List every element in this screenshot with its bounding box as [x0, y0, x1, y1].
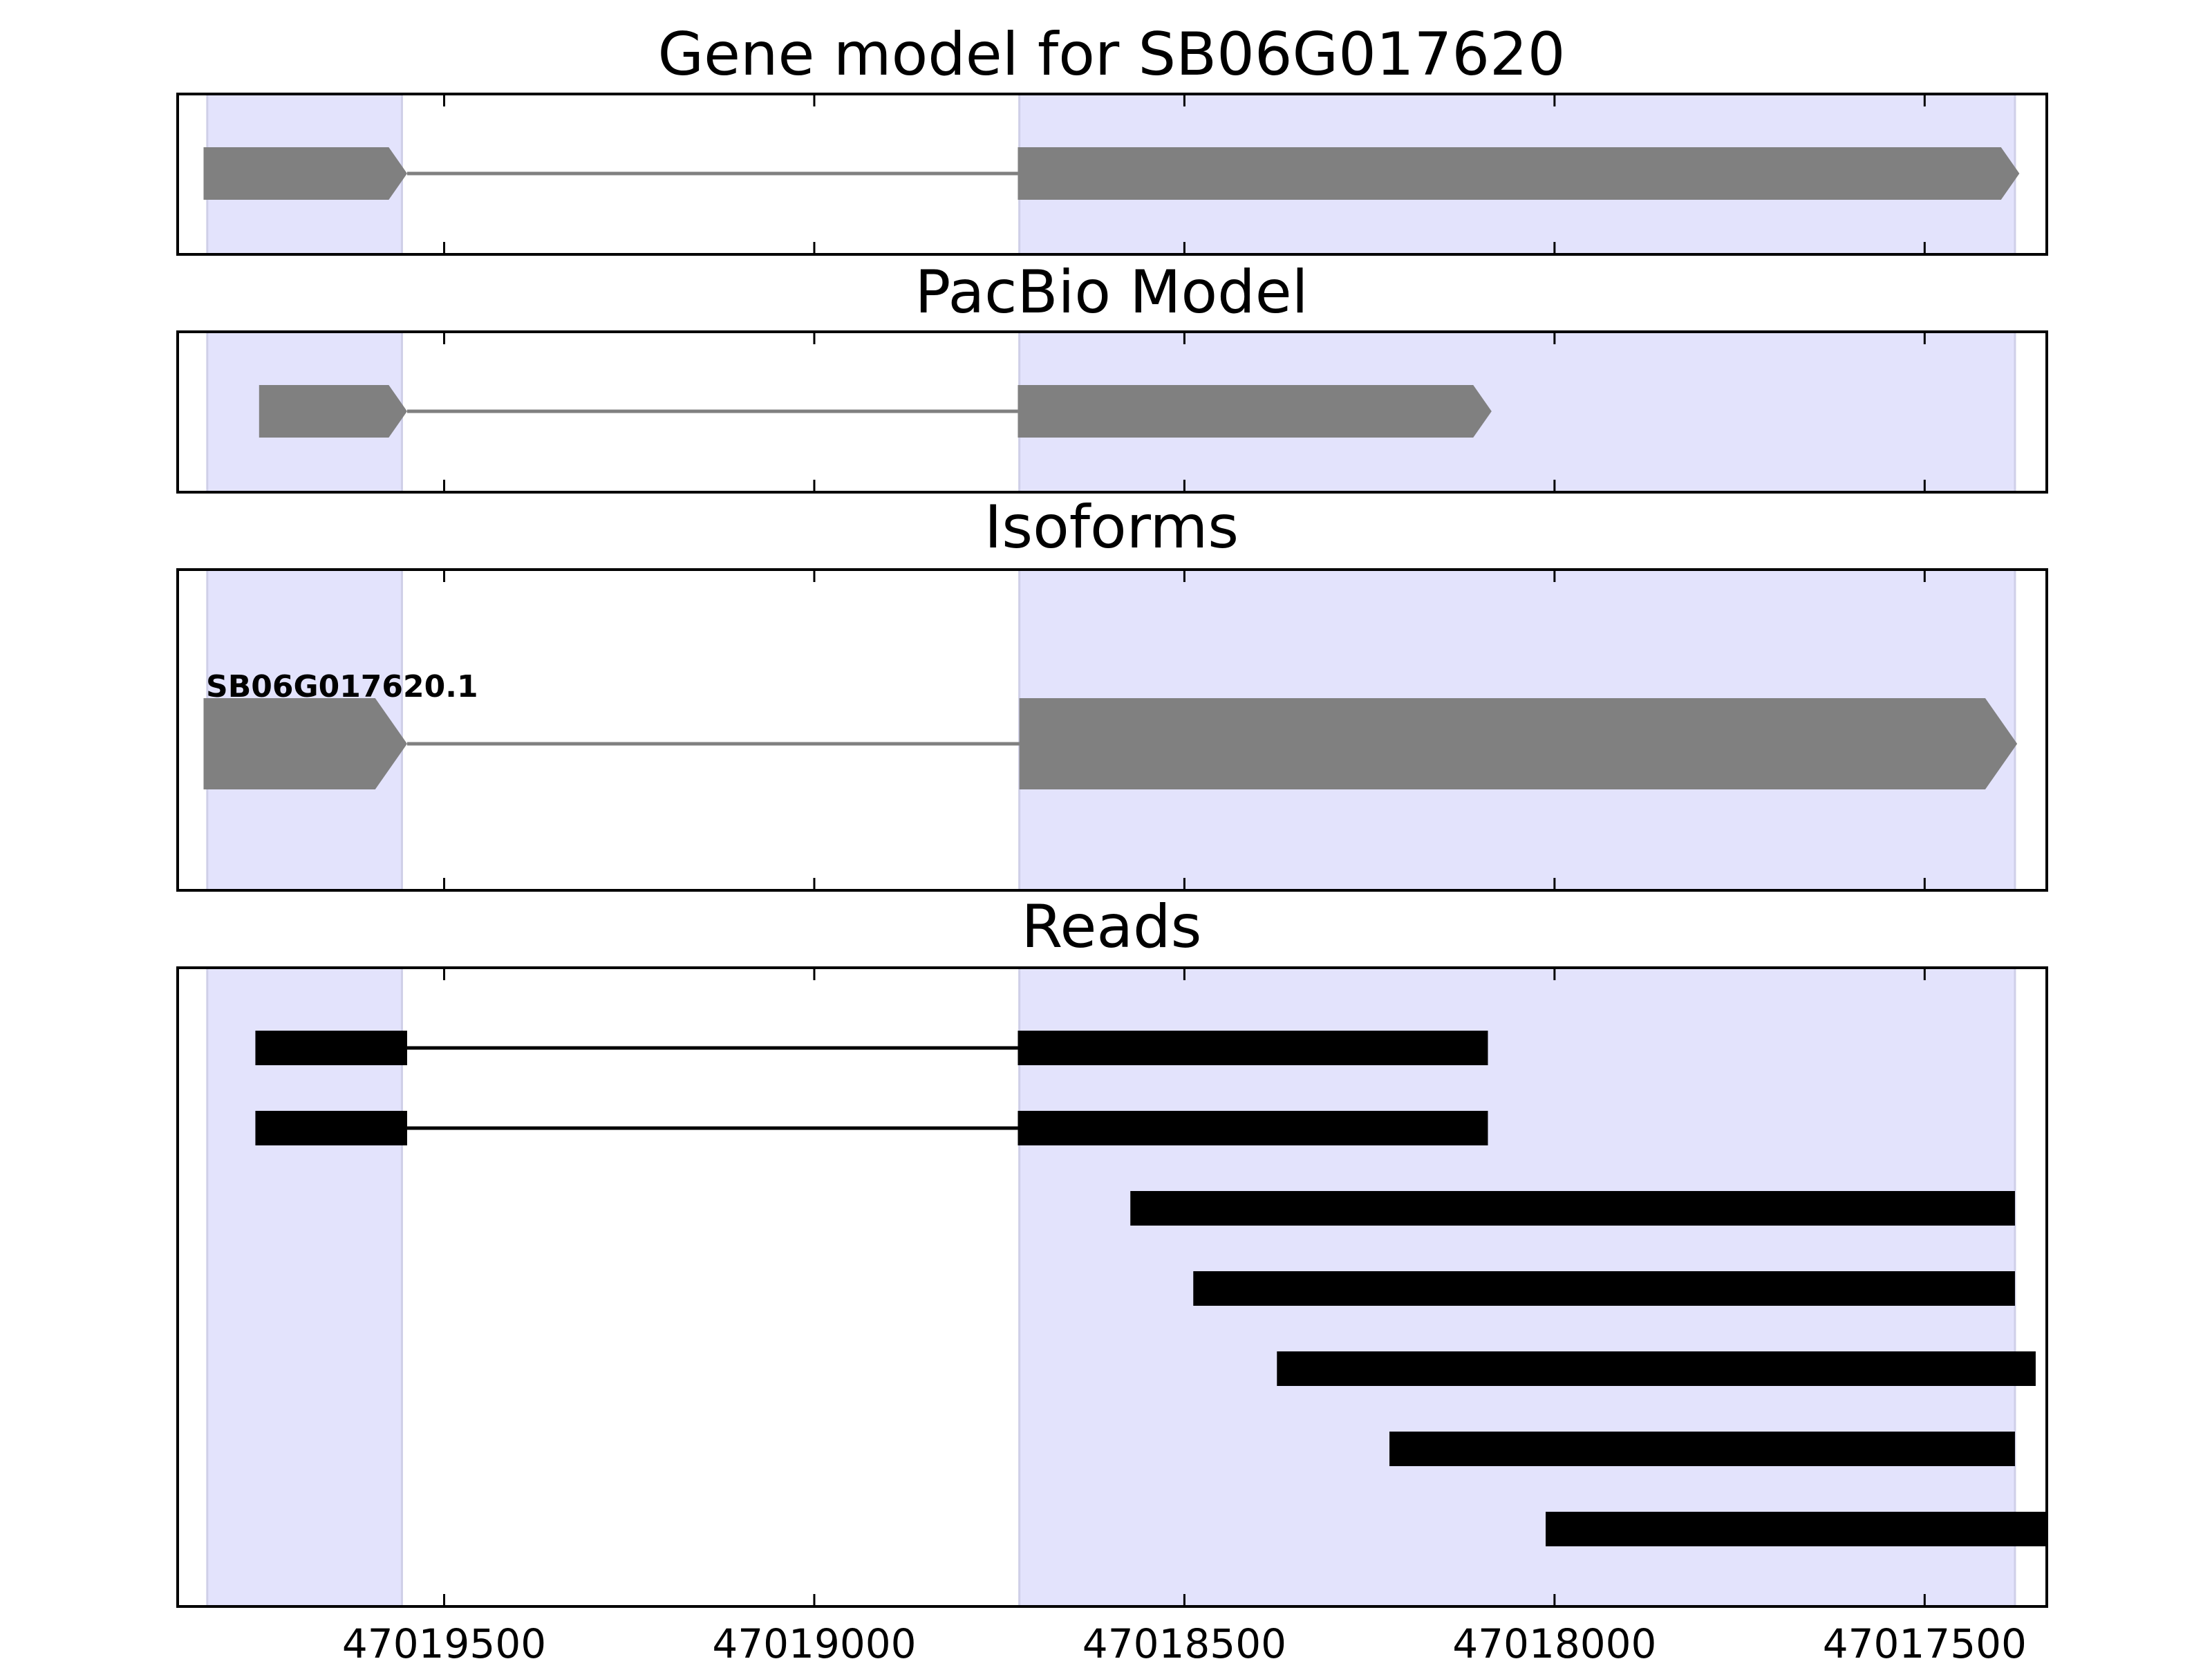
- x-tick-label-2: 47019000: [712, 1620, 916, 1659]
- read-block-7-1: [1546, 1512, 2047, 1546]
- exon-block-1-1: [203, 698, 407, 789]
- panel-title-reads: Reads: [1022, 892, 1202, 962]
- x-tick-label-5: 47017500: [1823, 1620, 2027, 1659]
- frame-pacbio-model: [176, 330, 2048, 494]
- panel-gene-model: Gene model for SB06G017620: [176, 20, 2048, 256]
- ticks-gene-model: [443, 94, 1926, 254]
- x-tick-label-1: 47019500: [342, 1620, 546, 1659]
- x-tick-label-3: 47018500: [1082, 1620, 1286, 1659]
- panel-pacbio-model: PacBio Model: [176, 258, 2048, 494]
- frame-isoforms: [176, 568, 2048, 892]
- read-block-1-1: [255, 1031, 407, 1065]
- panel-title-gene-model: Gene model for SB06G017620: [658, 20, 1566, 89]
- frame-gene-model: [176, 93, 2048, 256]
- read-block-6-1: [1389, 1432, 2015, 1466]
- x-tick-label-4: 47018000: [1452, 1620, 1656, 1659]
- highlight-layer-pacbio-model: [206, 330, 2016, 494]
- panel-title-isoforms: Isoforms: [984, 493, 1239, 562]
- panel-reads: Reads 47019500 47019000 47018500 47018000 47…: [176, 892, 2048, 1659]
- exon-block-1-1: [203, 147, 407, 200]
- read-block-1-2: [1018, 1031, 1488, 1065]
- exon-block-1-1: [259, 385, 407, 438]
- highlight-region-1: [206, 966, 403, 1608]
- exon-block-1-2: [1019, 698, 2018, 789]
- ticks-pacbio-model: [443, 332, 1926, 492]
- features-gene-model: [203, 147, 2020, 200]
- features-isoforms: [203, 698, 2018, 789]
- read-block-5-1: [1277, 1351, 2036, 1386]
- ticks-reads: [443, 968, 1926, 1606]
- ticks-isoforms: [443, 570, 1926, 890]
- isoform-label: SB06G017620.1: [206, 669, 478, 704]
- features-reads: [255, 1031, 2047, 1546]
- frame-reads: [176, 966, 2048, 1608]
- exon-block-1-2: [1018, 147, 2020, 200]
- panel-isoforms: Isoforms SB06G017620.1: [176, 493, 2048, 892]
- features-pacbio-model: [259, 385, 1492, 438]
- read-block-3-1: [1130, 1191, 2015, 1226]
- read-block-2-1: [255, 1111, 407, 1145]
- x-axis-tick-labels: 47019500 47019000 47018500 47018000 47017500: [342, 1620, 2027, 1659]
- exon-block-1-2: [1018, 385, 1492, 438]
- read-block-2-2: [1018, 1111, 1488, 1145]
- panel-title-pacbio-model: PacBio Model: [915, 258, 1308, 327]
- read-block-4-1: [1193, 1271, 2015, 1306]
